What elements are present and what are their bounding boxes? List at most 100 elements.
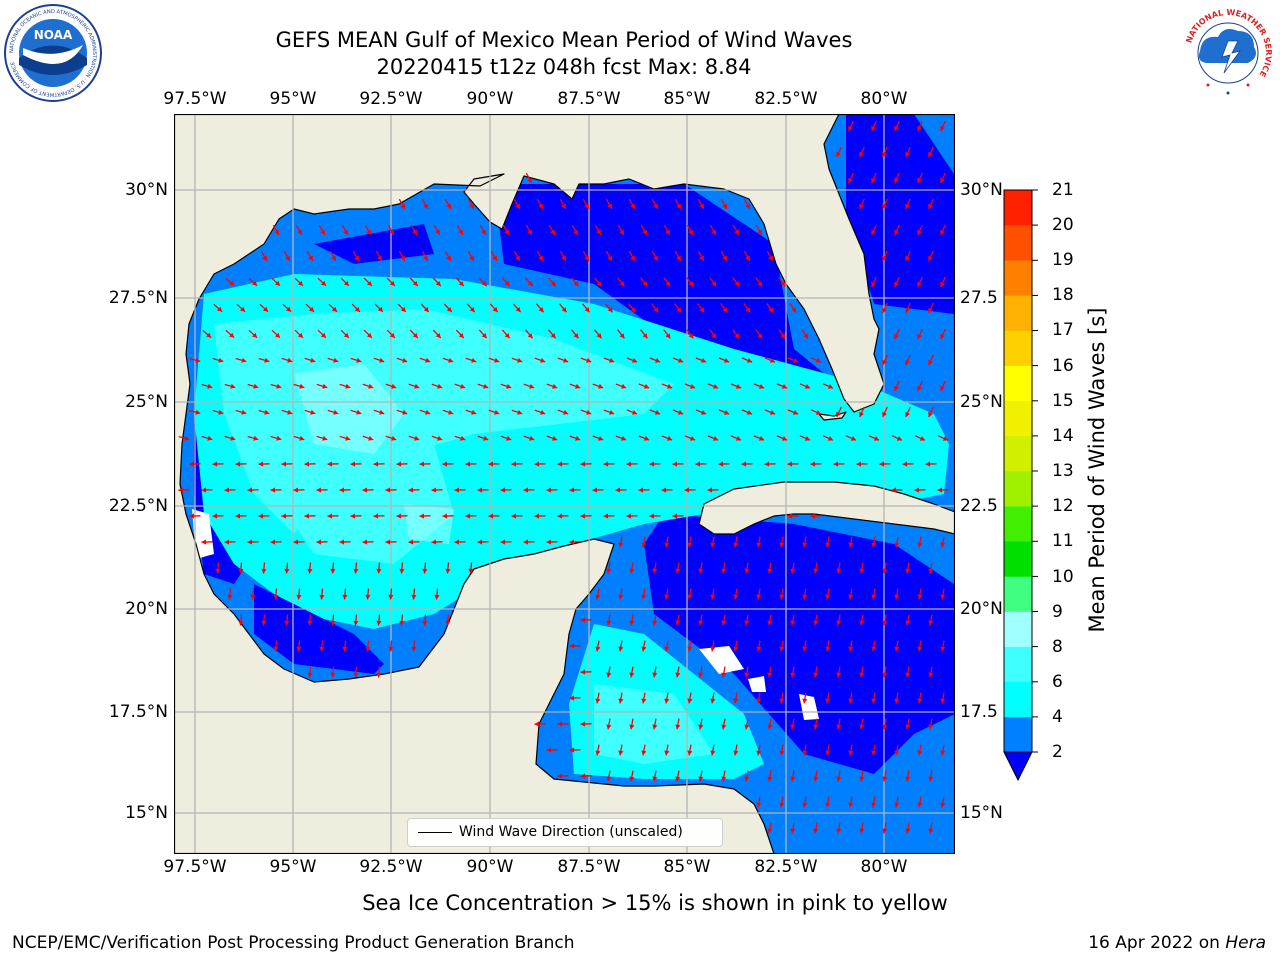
lon-label-bottom: 92.5°W — [359, 857, 423, 877]
wave-direction-arrow-head — [769, 358, 776, 363]
wave-direction-arrow-head — [653, 255, 658, 261]
land-masses — [174, 114, 955, 854]
wave-direction-arrow-head — [399, 568, 405, 574]
wave-direction-arrow-head — [423, 306, 429, 312]
wave-direction-arrow-head — [515, 203, 520, 209]
wave-direction-arrow-head — [252, 332, 258, 338]
wave-direction-arrow-head — [607, 255, 612, 261]
wave-direction-arrow-head — [494, 409, 500, 415]
wave-direction-arrow-head — [695, 461, 701, 467]
wave-direction-arrow-head — [894, 646, 900, 652]
wave-direction-arrow-head — [330, 620, 336, 626]
wave-direction-arrow-head — [711, 229, 716, 235]
wave-direction-arrow-head — [756, 646, 762, 652]
wave-direction-arrow-head — [649, 513, 655, 519]
wave-direction-arrow-head — [836, 411, 841, 417]
wave-direction-arrow-head — [902, 461, 908, 467]
wave-direction-arrow-head — [206, 332, 212, 338]
wave-direction-arrow-head — [768, 255, 773, 261]
lat-label-right: 25°N — [960, 392, 1003, 412]
wave-direction-arrow-head — [178, 487, 184, 493]
wave-direction-arrow-head — [937, 487, 943, 493]
wave-direction-arrow-head — [580, 513, 586, 519]
wave-direction-arrow-head — [894, 385, 899, 391]
wave-direction-arrow-head — [690, 436, 696, 441]
wave-direction-arrow-head — [224, 487, 230, 493]
wave-direction-arrow-head — [373, 461, 379, 467]
wave-direction-arrow-head — [471, 357, 477, 363]
colorbar-cell — [1004, 225, 1032, 261]
wave-direction-arrow-head — [308, 306, 314, 312]
wave-direction-arrow-head — [253, 435, 259, 441]
colorbar-cell — [1004, 646, 1032, 682]
wave-direction-arrow-head — [790, 672, 796, 678]
colorbar-tick: 6 — [1052, 672, 1063, 692]
wave-direction-arrow-head — [504, 229, 509, 235]
wave-direction-arrow-head — [596, 333, 602, 339]
wave-direction-arrow-head — [848, 646, 854, 652]
wave-direction-arrow-head — [722, 307, 728, 313]
wave-direction-arrow-head — [721, 776, 727, 782]
wave-direction-arrow-head — [527, 229, 532, 235]
wave-direction-arrow-head — [644, 435, 650, 441]
wave-direction-arrow-head — [322, 383, 328, 389]
wave-direction-arrow-head — [734, 333, 740, 339]
wave-direction-arrow-head — [435, 280, 441, 286]
wave-direction-arrow-head — [928, 411, 933, 417]
wave-direction-arrow-head — [529, 383, 535, 389]
wave-direction-arrow-head — [557, 721, 563, 727]
wave-direction-arrow-head — [241, 409, 247, 415]
wave-direction-arrow-head — [540, 409, 546, 415]
wave-direction-arrow-head — [928, 672, 934, 678]
wave-direction-arrow-head — [603, 513, 609, 519]
wave-direction-arrow-head — [284, 568, 290, 574]
wave-direction-arrow-head — [836, 672, 842, 678]
wave-direction-arrow-head — [672, 461, 678, 467]
wave-direction-arrow-head — [330, 568, 336, 574]
wave-direction-arrow-head — [665, 281, 671, 287]
wave-direction-arrow-head — [928, 151, 933, 157]
wave-direction-arrow-head — [343, 332, 349, 338]
wave-direction-arrow-head — [745, 307, 751, 313]
wave-direction-arrow-head — [815, 410, 822, 415]
wave-direction-arrow-head — [389, 332, 395, 338]
wave-direction-arrow-head — [411, 646, 417, 652]
wave-direction-arrow-head — [366, 280, 372, 286]
wave-direction-arrow-head — [859, 776, 865, 782]
wave-direction-arrow-head — [573, 281, 579, 287]
wave-direction-arrow-head — [273, 646, 279, 652]
colorbar-cell — [1004, 435, 1032, 472]
wave-direction-arrow-head — [534, 513, 540, 519]
wave-direction-arrow-head — [297, 229, 302, 235]
wave-direction-arrow-head — [465, 513, 471, 519]
wave-direction-arrow-head — [632, 357, 638, 363]
wave-direction-arrow-head — [557, 773, 563, 779]
wave-direction-arrow-head — [721, 724, 727, 730]
legend-label: Wind Wave Direction (unscaled) — [459, 824, 683, 840]
wave-direction-arrow-head — [296, 594, 302, 600]
wave-direction-arrow-head — [189, 461, 195, 467]
wave-direction-arrow-head — [757, 281, 763, 287]
wave-direction-arrow-head — [550, 281, 556, 287]
wave-direction-arrow-head — [630, 307, 636, 313]
wave-direction-arrow-head — [492, 255, 497, 261]
wave-direction-arrow-head — [615, 487, 621, 493]
wave-direction-arrow-head — [189, 513, 195, 519]
wave-direction-arrow-head — [757, 229, 762, 235]
wave-direction-arrow-head — [373, 513, 379, 519]
wave-direction-arrow-head — [481, 229, 486, 235]
wave-direction-arrow-head — [297, 332, 303, 338]
wave-direction-arrow-head — [721, 672, 727, 678]
wave-direction-arrow-head — [607, 203, 612, 209]
wave-direction-arrow-head — [928, 203, 933, 209]
wave-direction-arrow-head — [676, 255, 681, 261]
colorbar-tick: 13 — [1052, 461, 1074, 481]
wave-direction-arrow-head — [584, 203, 589, 209]
wave-direction-arrow-head — [434, 594, 440, 600]
wave-direction-arrow-head — [802, 646, 808, 652]
wave-direction-arrow-head — [905, 411, 910, 417]
wave-direction-arrow-head — [368, 383, 374, 389]
wave-direction-arrow-head — [546, 487, 552, 493]
wave-direction-arrow-head — [848, 750, 854, 756]
lon-label-top: 95°W — [269, 89, 317, 109]
